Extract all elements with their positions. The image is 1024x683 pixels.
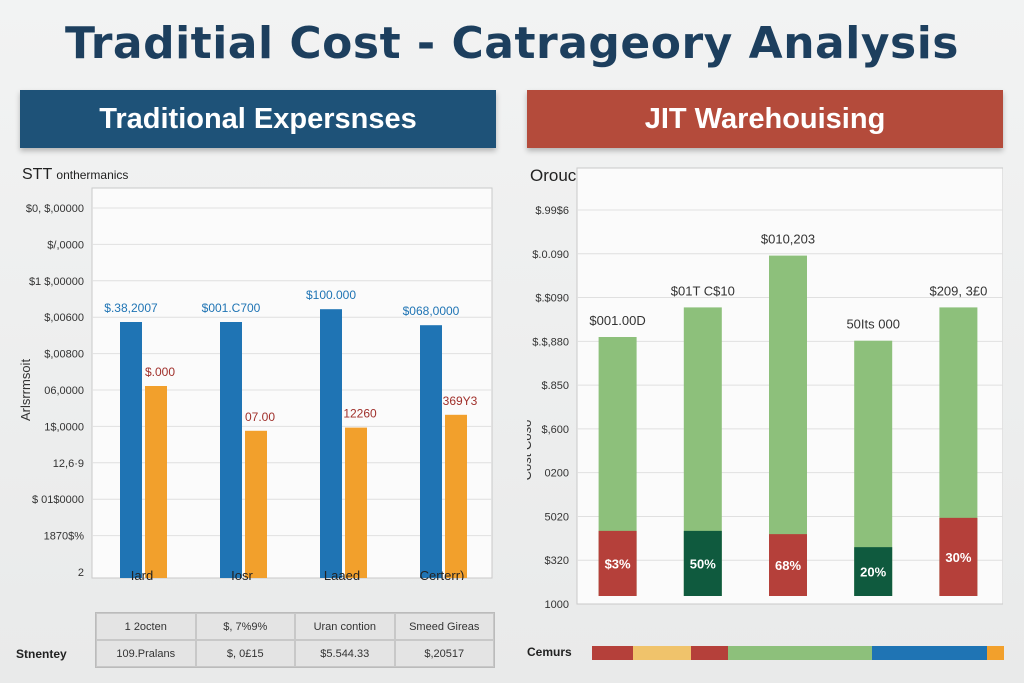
y-tick-label: $,00800: [44, 349, 84, 361]
table-cell: 109.Pralans: [96, 640, 196, 667]
y-tick-label: $,00600: [44, 312, 84, 324]
left-chart-area: $0, $,00000 $/,0000 $1 $,00000 $,00600 $,008…: [18, 160, 496, 583]
bar: [145, 386, 167, 578]
expense-table: 1 2octen $, 7%9% Uran contion Smeed Gire…: [95, 612, 495, 668]
legend-color-strip: [592, 646, 1004, 660]
y-tick-label: 1000: [545, 599, 569, 611]
data-label: $3%: [605, 556, 631, 571]
table-cell: $, 7%9%: [195, 613, 295, 640]
y-tick-label: 1870$%: [44, 531, 85, 543]
jit-chart: $.99$6 $.0.090 $.$090 $.$,880 $.850 $,600 0200…: [519, 167, 1004, 638]
bar: [420, 325, 442, 578]
bar: [220, 322, 242, 578]
right-row-label: Cemurs: [527, 645, 572, 659]
left-subtitle-main: STT: [22, 166, 52, 183]
data-label: $01T C$10: [671, 283, 735, 298]
y-tick-label: 0200: [545, 468, 569, 480]
y-tick-label: 1$,0000: [44, 421, 84, 433]
legend-segment: [633, 646, 691, 660]
traditional-banner: Traditional Expersnses: [20, 90, 496, 148]
x-tick-label: Iard: [131, 568, 153, 580]
y-tick-label: 06,0000: [44, 385, 84, 397]
data-label: 50Its 000: [846, 317, 900, 332]
table-cell: $, 0£15: [195, 640, 295, 667]
bar: [445, 414, 467, 578]
bar: [939, 517, 978, 596]
data-label: $100.000: [306, 288, 356, 302]
legend-segment: [592, 646, 634, 660]
y-tick-label: $.$,880: [532, 336, 569, 348]
legend-segment: [872, 646, 988, 660]
y-axis-label: Arlsrrmsoit: [20, 359, 33, 421]
data-label: $001.C700: [202, 301, 261, 315]
bar: [320, 309, 342, 578]
table-cell: 1 2octen: [96, 613, 196, 640]
table-cell: $,20517: [394, 640, 494, 667]
bar: [598, 530, 637, 596]
data-label: $.38,2007: [104, 301, 158, 315]
left-subtitle: STT onthermanics: [22, 166, 128, 184]
bar: [120, 322, 142, 578]
bar: [769, 534, 807, 596]
left-row-label: Stnentey: [16, 647, 67, 661]
x-tick-label: Iosr: [231, 568, 253, 580]
table-cell: $5.544.33: [295, 640, 395, 667]
y-tick-label: $ 01$0000: [32, 494, 84, 506]
table-cell: Uran contion: [295, 613, 395, 640]
jit-banner: JIT Warehouising: [527, 90, 1003, 148]
legend-segment: [987, 646, 1004, 660]
y-tick-label: $0, $,00000: [26, 203, 84, 215]
data-label: $209, 3£0: [929, 283, 987, 298]
legend-segment: [690, 646, 728, 660]
data-label: $001.00D: [589, 313, 645, 328]
data-label: 50%: [690, 556, 716, 571]
data-label: $010,203: [761, 232, 815, 247]
y-tick-label: 5020: [545, 511, 569, 523]
y-tick-label: $/,0000: [47, 239, 84, 251]
x-tick-label: Laaed: [324, 568, 360, 580]
y-tick-label: $.$090: [535, 293, 569, 305]
data-label: 12260: [343, 407, 377, 421]
right-chart-area: $.99$6 $.0.090 $.$090 $.$,880 $.850 $,600 0200…: [519, 160, 1004, 638]
y-tick-label: 2: [78, 567, 84, 579]
traditional-chart: $0, $,00000 $/,0000 $1 $,00000 $,00600 $,008…: [18, 187, 493, 583]
y-tick-label: $.850: [541, 380, 569, 392]
data-label: $.000: [145, 365, 175, 379]
y-tick-label: $.99$6: [535, 205, 569, 217]
data-label: 07.00: [245, 410, 275, 424]
bar: [683, 530, 722, 596]
data-label: 68%: [775, 558, 801, 573]
y-tick-label: $.0.090: [532, 249, 569, 261]
page-title: Traditial Cost - Catrageory Analysis: [65, 18, 959, 69]
data-label: $068,0000: [403, 304, 460, 318]
y-tick-label: 12,6·9: [53, 458, 84, 470]
traditional-banner-label: Traditional Expersnses: [99, 102, 417, 135]
x-tick-label: Certerr): [420, 568, 465, 580]
y-tick-label: $1 $,00000: [29, 276, 84, 288]
bar: [245, 430, 267, 578]
data-label: 369Y3: [443, 394, 478, 408]
table-cell: Smeed Gireas: [394, 613, 494, 640]
left-subtitle-small: onthermanics: [56, 168, 129, 182]
jit-banner-label: JIT Warehouising: [644, 102, 886, 135]
y-tick-label: $320: [545, 555, 569, 567]
bar: [345, 427, 367, 578]
bar: [854, 547, 893, 596]
y-axis-label: Cost Coso: [527, 420, 534, 481]
data-label: 20%: [860, 565, 886, 580]
data-label: 30%: [945, 550, 971, 565]
legend-segment: [727, 646, 873, 660]
y-tick-label: $,600: [541, 424, 569, 436]
